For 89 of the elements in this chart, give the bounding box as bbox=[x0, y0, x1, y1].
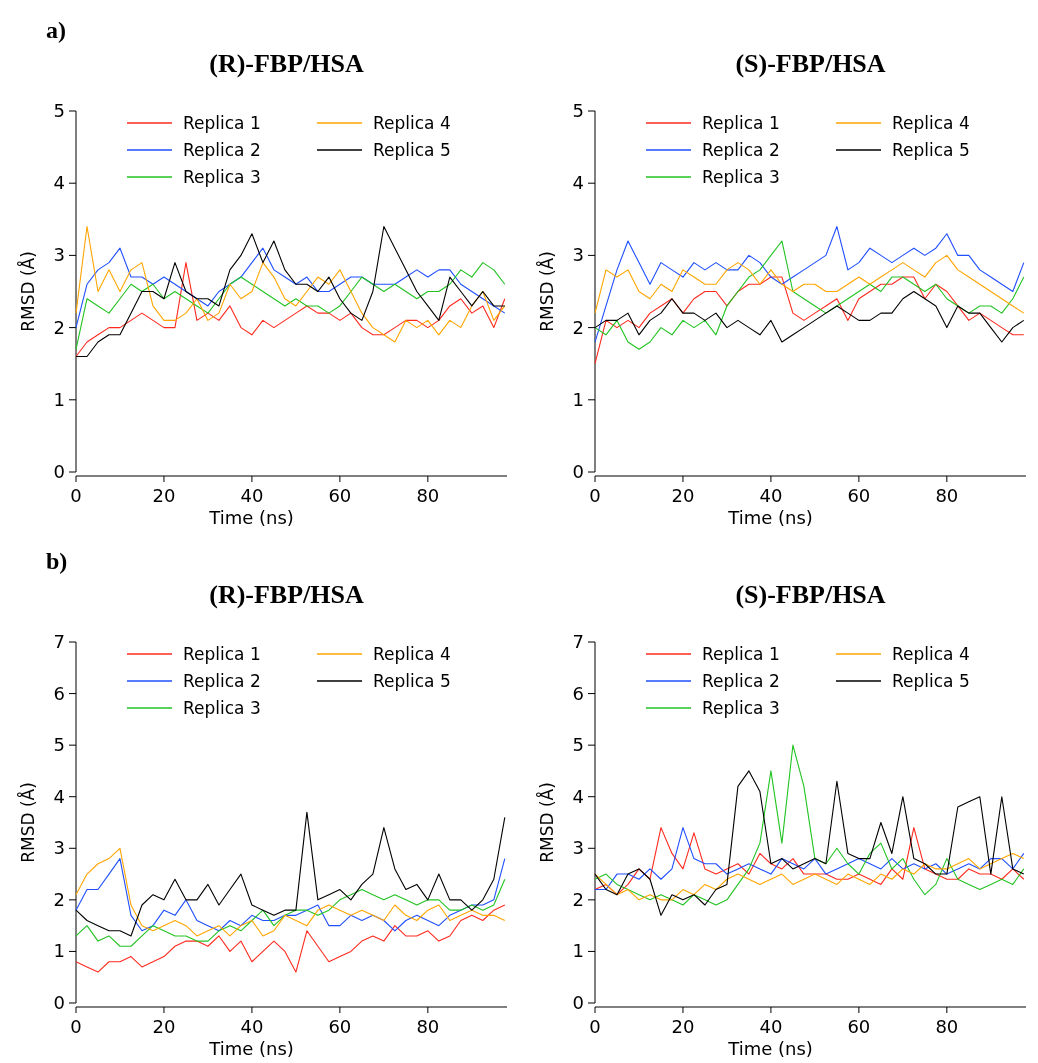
chart-title: (R)-FBP/HSA bbox=[209, 49, 364, 78]
line-series bbox=[75, 878, 506, 947]
x-tick-label: 40 bbox=[759, 485, 783, 506]
x-tick-label: 80 bbox=[935, 485, 959, 506]
y-axis-title: RMSD (Å) bbox=[536, 251, 557, 332]
line-series bbox=[75, 847, 506, 937]
x-tick-label: 0 bbox=[589, 485, 601, 506]
y-tick-label: 5 bbox=[53, 100, 65, 121]
legend-label: Replica 3 bbox=[702, 698, 780, 718]
x-tick-label: 80 bbox=[416, 1016, 440, 1037]
x-tick-label: 0 bbox=[70, 485, 82, 506]
y-tick-label: 3 bbox=[572, 837, 584, 859]
y-tick-label: 2 bbox=[572, 888, 584, 910]
legend-label: Replica 3 bbox=[702, 167, 780, 187]
legend-label: Replica 5 bbox=[373, 140, 451, 160]
y-tick-label: 3 bbox=[53, 244, 65, 266]
legend-label: Replica 1 bbox=[702, 644, 780, 664]
legend-label: Replica 4 bbox=[892, 644, 970, 664]
x-tick-label: 40 bbox=[759, 1016, 783, 1037]
chart-title: (R)-FBP/HSA bbox=[209, 580, 364, 609]
x-tick-label: 40 bbox=[240, 1016, 264, 1037]
y-tick-label: 6 bbox=[53, 682, 65, 704]
line-series bbox=[75, 858, 506, 932]
y-tick-label: 1 bbox=[572, 940, 584, 962]
legend-label: Replica 1 bbox=[183, 644, 261, 664]
x-tick-label: 0 bbox=[70, 1016, 82, 1037]
y-axis-title: RMSD (Å) bbox=[17, 782, 38, 863]
x-tick-label: 60 bbox=[328, 485, 352, 506]
y-tick-label: 0 bbox=[572, 992, 584, 1013]
x-axis-title: Time (ns) bbox=[208, 507, 294, 528]
text: a) bbox=[46, 17, 66, 43]
y-tick-label: 2 bbox=[53, 888, 65, 910]
legend-label: Replica 1 bbox=[183, 113, 261, 133]
y-tick-label: 2 bbox=[53, 316, 65, 338]
legend-label: Replica 3 bbox=[183, 698, 261, 718]
text: b) bbox=[46, 548, 68, 574]
y-tick-label: 3 bbox=[572, 244, 584, 266]
legend-label: Replica 5 bbox=[892, 671, 970, 691]
legend-label: Replica 2 bbox=[702, 140, 780, 160]
line-series bbox=[594, 744, 1025, 906]
line-series bbox=[75, 904, 506, 973]
x-axis-title: Time (ns) bbox=[727, 1038, 813, 1059]
x-tick-label: 60 bbox=[847, 485, 871, 506]
x-tick-label: 80 bbox=[416, 485, 440, 506]
chart-title: (S)-FBP/HSA bbox=[735, 580, 886, 609]
y-tick-label: 4 bbox=[572, 785, 584, 807]
y-tick-label: 2 bbox=[572, 316, 584, 338]
y-tick-label: 1 bbox=[572, 388, 584, 410]
y-tick-label: 6 bbox=[572, 682, 584, 704]
y-tick-label: 4 bbox=[572, 172, 584, 194]
y-tick-label: 1 bbox=[53, 940, 65, 962]
x-tick-label: 20 bbox=[671, 1016, 695, 1037]
x-tick-label: 20 bbox=[152, 485, 176, 506]
y-tick-label: 0 bbox=[572, 461, 584, 482]
y-tick-label: 3 bbox=[53, 837, 65, 859]
legend-label: Replica 4 bbox=[373, 113, 451, 133]
y-tick-label: 4 bbox=[53, 785, 65, 807]
y-tick-label: 5 bbox=[572, 734, 584, 756]
x-tick-label: 20 bbox=[152, 1016, 176, 1037]
x-tick-label: 60 bbox=[847, 1016, 871, 1037]
legend-label: Replica 4 bbox=[892, 113, 970, 133]
y-axis-title: RMSD (Å) bbox=[536, 782, 557, 863]
x-axis-title: Time (ns) bbox=[208, 1038, 294, 1059]
x-tick-label: 20 bbox=[671, 485, 695, 506]
y-tick-label: 0 bbox=[53, 992, 65, 1013]
y-tick-label: 7 bbox=[53, 631, 65, 652]
legend-label: Replica 4 bbox=[373, 644, 451, 664]
y-tick-label: 4 bbox=[53, 172, 65, 194]
x-tick-label: 0 bbox=[589, 1016, 601, 1037]
legend-label: Replica 3 bbox=[183, 167, 261, 187]
y-tick-label: 0 bbox=[53, 461, 65, 482]
x-axis-title: Time (ns) bbox=[727, 507, 813, 528]
x-tick-label: 60 bbox=[328, 1016, 352, 1037]
y-tick-label: 5 bbox=[53, 734, 65, 756]
legend-label: Replica 2 bbox=[702, 671, 780, 691]
legend-label: Replica 1 bbox=[702, 113, 780, 133]
x-tick-label: 80 bbox=[935, 1016, 959, 1037]
legend-label: Replica 5 bbox=[892, 140, 970, 160]
line-series bbox=[75, 247, 506, 329]
y-tick-label: 1 bbox=[53, 388, 65, 410]
y-tick-label: 5 bbox=[572, 100, 584, 121]
legend-label: Replica 2 bbox=[183, 140, 261, 160]
y-axis-title: RMSD (Å) bbox=[17, 251, 38, 332]
x-tick-label: 40 bbox=[240, 485, 264, 506]
chart-title: (S)-FBP/HSA bbox=[735, 49, 886, 78]
legend-label: Replica 2 bbox=[183, 671, 261, 691]
line-series bbox=[594, 254, 1025, 314]
legend-label: Replica 5 bbox=[373, 671, 451, 691]
y-tick-label: 7 bbox=[572, 631, 584, 652]
